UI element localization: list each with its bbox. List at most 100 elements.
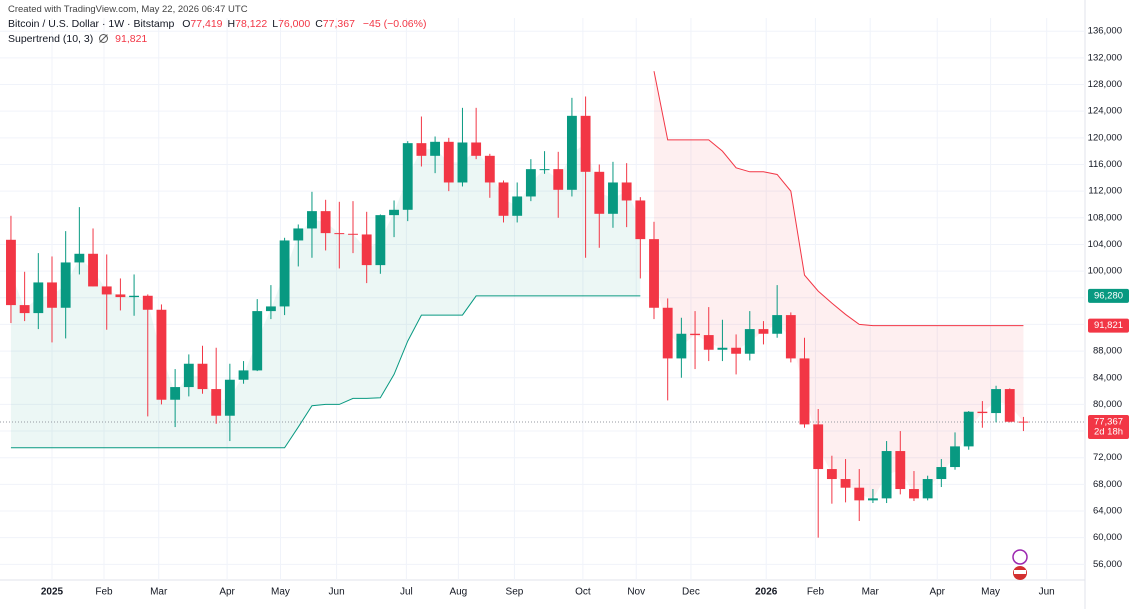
ohlc: O77,419 H78,122 L76,000 C77,367	[177, 18, 355, 30]
candle-body	[361, 234, 372, 266]
candle-body	[416, 143, 427, 156]
candle-body	[279, 240, 290, 307]
candle-body	[950, 446, 960, 468]
candle-body	[813, 424, 824, 470]
price-label: 96,280	[1094, 290, 1123, 301]
y-tick-label: 112,000	[1088, 186, 1122, 197]
y-tick-label: 68,000	[1093, 479, 1122, 490]
price-label: 77,367	[1094, 416, 1123, 427]
y-tick-label: 132,000	[1088, 52, 1122, 63]
candle-body	[731, 347, 742, 354]
candle-body	[826, 469, 837, 480]
candle-body	[320, 211, 331, 234]
x-tick-label: Jun	[329, 587, 345, 598]
price-label-box	[1088, 288, 1129, 303]
bottom-icons[interactable]	[1012, 549, 1028, 580]
candle-body	[484, 155, 495, 183]
candle-body	[895, 451, 906, 490]
x-tick-label: Aug	[449, 587, 467, 598]
ohlc-key: H	[227, 18, 236, 30]
x-tick-label: Jun	[1039, 587, 1055, 598]
y-tick-label: 120,000	[1088, 132, 1122, 143]
ohlc-value: 77,367	[322, 18, 355, 30]
y-tick-label: 128,000	[1088, 79, 1122, 90]
candle-body	[512, 196, 523, 216]
trend-fill	[10, 143, 641, 448]
ohlc-value: 76,000	[278, 18, 311, 30]
candle-body	[963, 411, 974, 447]
x-tick-label: Feb	[807, 587, 825, 598]
candle-body	[47, 282, 57, 308]
assistant-icon[interactable]	[1012, 549, 1028, 565]
candle-body	[211, 389, 222, 416]
x-tick-label: 2026	[755, 587, 778, 598]
credit: Created with TradingView.com, May 22, 20…	[8, 4, 248, 15]
y-tick-label: 56,000	[1093, 559, 1122, 570]
candle-body	[703, 335, 714, 350]
candle-body	[649, 239, 659, 308]
candle-body	[375, 215, 386, 266]
candle-body	[1004, 389, 1015, 422]
visibility-icon[interactable]	[99, 34, 109, 43]
candle-body	[676, 333, 687, 359]
candle-body	[252, 311, 263, 371]
candle-body	[566, 115, 577, 190]
candle-body	[224, 379, 235, 416]
candle-body	[293, 228, 304, 241]
y-tick-label: 124,000	[1088, 106, 1122, 117]
ohlc-value: 77,419	[190, 18, 223, 30]
x-tick-label: Dec	[682, 587, 700, 598]
y-tick-label: 88,000	[1093, 346, 1122, 357]
flag-stripe	[1014, 570, 1026, 574]
candle-body	[334, 233, 345, 235]
axes: 56,00060,00064,00068,00072,00076,00080,0…	[41, 26, 1129, 598]
y-tick-label: 104,000	[1088, 239, 1122, 250]
candle-body	[936, 467, 947, 480]
candle-body	[594, 171, 605, 214]
candle-body	[183, 363, 194, 388]
candle-body	[443, 141, 454, 183]
candle-body	[74, 253, 85, 263]
ohlc-key: C	[315, 18, 323, 30]
candle-body	[60, 262, 71, 308]
symbol-line: Bitcoin / U.S. Dollar · 1W · Bitstamp O7…	[8, 17, 426, 32]
candle-body	[142, 295, 153, 310]
y-tick-label: 116,000	[1088, 159, 1122, 170]
y-tick-label: 72,000	[1093, 452, 1122, 463]
candle-body	[785, 315, 796, 359]
y-tick-label: 64,000	[1093, 506, 1122, 517]
candle-body	[553, 169, 564, 190]
candle-body	[580, 115, 591, 172]
supertrend-line	[10, 295, 641, 449]
candle-body	[197, 363, 208, 390]
supertrend-line	[653, 71, 1024, 327]
indicator-value: 91,821	[115, 33, 148, 45]
x-tick-label: Apr	[929, 587, 945, 598]
candle-body	[33, 282, 44, 314]
indicator-name: Supertrend (10, 3)	[8, 33, 94, 45]
x-tick-label: Mar	[862, 587, 880, 598]
trend-fill	[654, 71, 1024, 500]
candle-body	[840, 479, 851, 488]
ohlc-key: L	[272, 18, 279, 30]
x-tick-label: Sep	[506, 587, 524, 598]
price-label: 91,821	[1094, 320, 1123, 331]
candle-body	[238, 370, 249, 380]
x-tick-label: May	[271, 587, 290, 598]
candle-body	[854, 487, 865, 501]
candle-body	[799, 358, 810, 425]
candle-body	[471, 142, 482, 156]
y-tick-label: 60,000	[1093, 532, 1122, 543]
candle-body	[265, 306, 276, 312]
legend: Created with TradingView.com, May 22, 20…	[8, 2, 426, 47]
x-tick-label: Nov	[627, 587, 645, 598]
candle-body	[772, 315, 783, 334]
y-tick-label: 136,000	[1088, 26, 1122, 37]
candle-body	[88, 253, 98, 287]
x-tick-label: May	[981, 587, 1000, 598]
candle-body	[881, 451, 892, 499]
candle-body	[991, 389, 1001, 414]
ohlc-value: 78,122	[235, 18, 268, 30]
